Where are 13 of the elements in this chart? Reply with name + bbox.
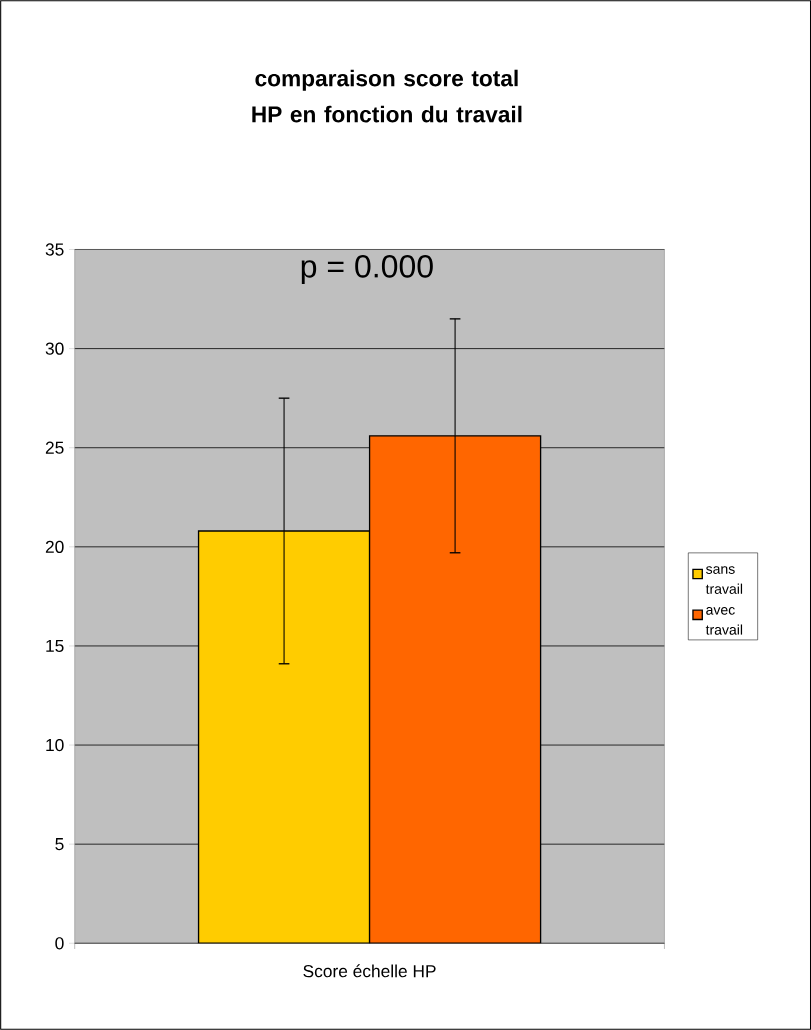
y-tick-label: 10 [46, 738, 64, 752]
y-tick-label: 35 [45, 243, 64, 256]
x-tick-label: Score échelle HP [303, 964, 436, 978]
legend-label: sans travail [705, 566, 742, 594]
chart-title: comparaison score total HP en fonction du travail [252, 69, 522, 123]
y-tick-label: 20 [45, 540, 64, 553]
y-tick-label: 25 [45, 441, 64, 454]
y-tick-label: 5 [55, 838, 64, 851]
y-tick-label: 15 [46, 639, 64, 652]
annotation: p = 0.000 [301, 255, 433, 285]
y-tick-label: 0 [55, 937, 64, 950]
y-tick-label: 30 [45, 342, 64, 355]
legend-label: avec travail [705, 607, 742, 635]
